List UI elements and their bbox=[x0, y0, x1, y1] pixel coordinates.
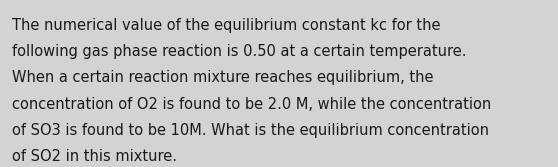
Text: concentration of O2 is found to be 2.0 M, while the concentration: concentration of O2 is found to be 2.0 M… bbox=[12, 97, 492, 112]
Text: of SO2 in this mixture.: of SO2 in this mixture. bbox=[12, 149, 177, 164]
Text: following gas phase reaction is 0.50 at a certain temperature.: following gas phase reaction is 0.50 at … bbox=[12, 44, 467, 59]
Text: of SO3 is found to be 10M. What is the equilibrium concentration: of SO3 is found to be 10M. What is the e… bbox=[12, 123, 489, 138]
Text: The numerical value of the equilibrium constant kc for the: The numerical value of the equilibrium c… bbox=[12, 18, 441, 33]
Text: When a certain reaction mixture reaches equilibrium, the: When a certain reaction mixture reaches … bbox=[12, 70, 434, 85]
